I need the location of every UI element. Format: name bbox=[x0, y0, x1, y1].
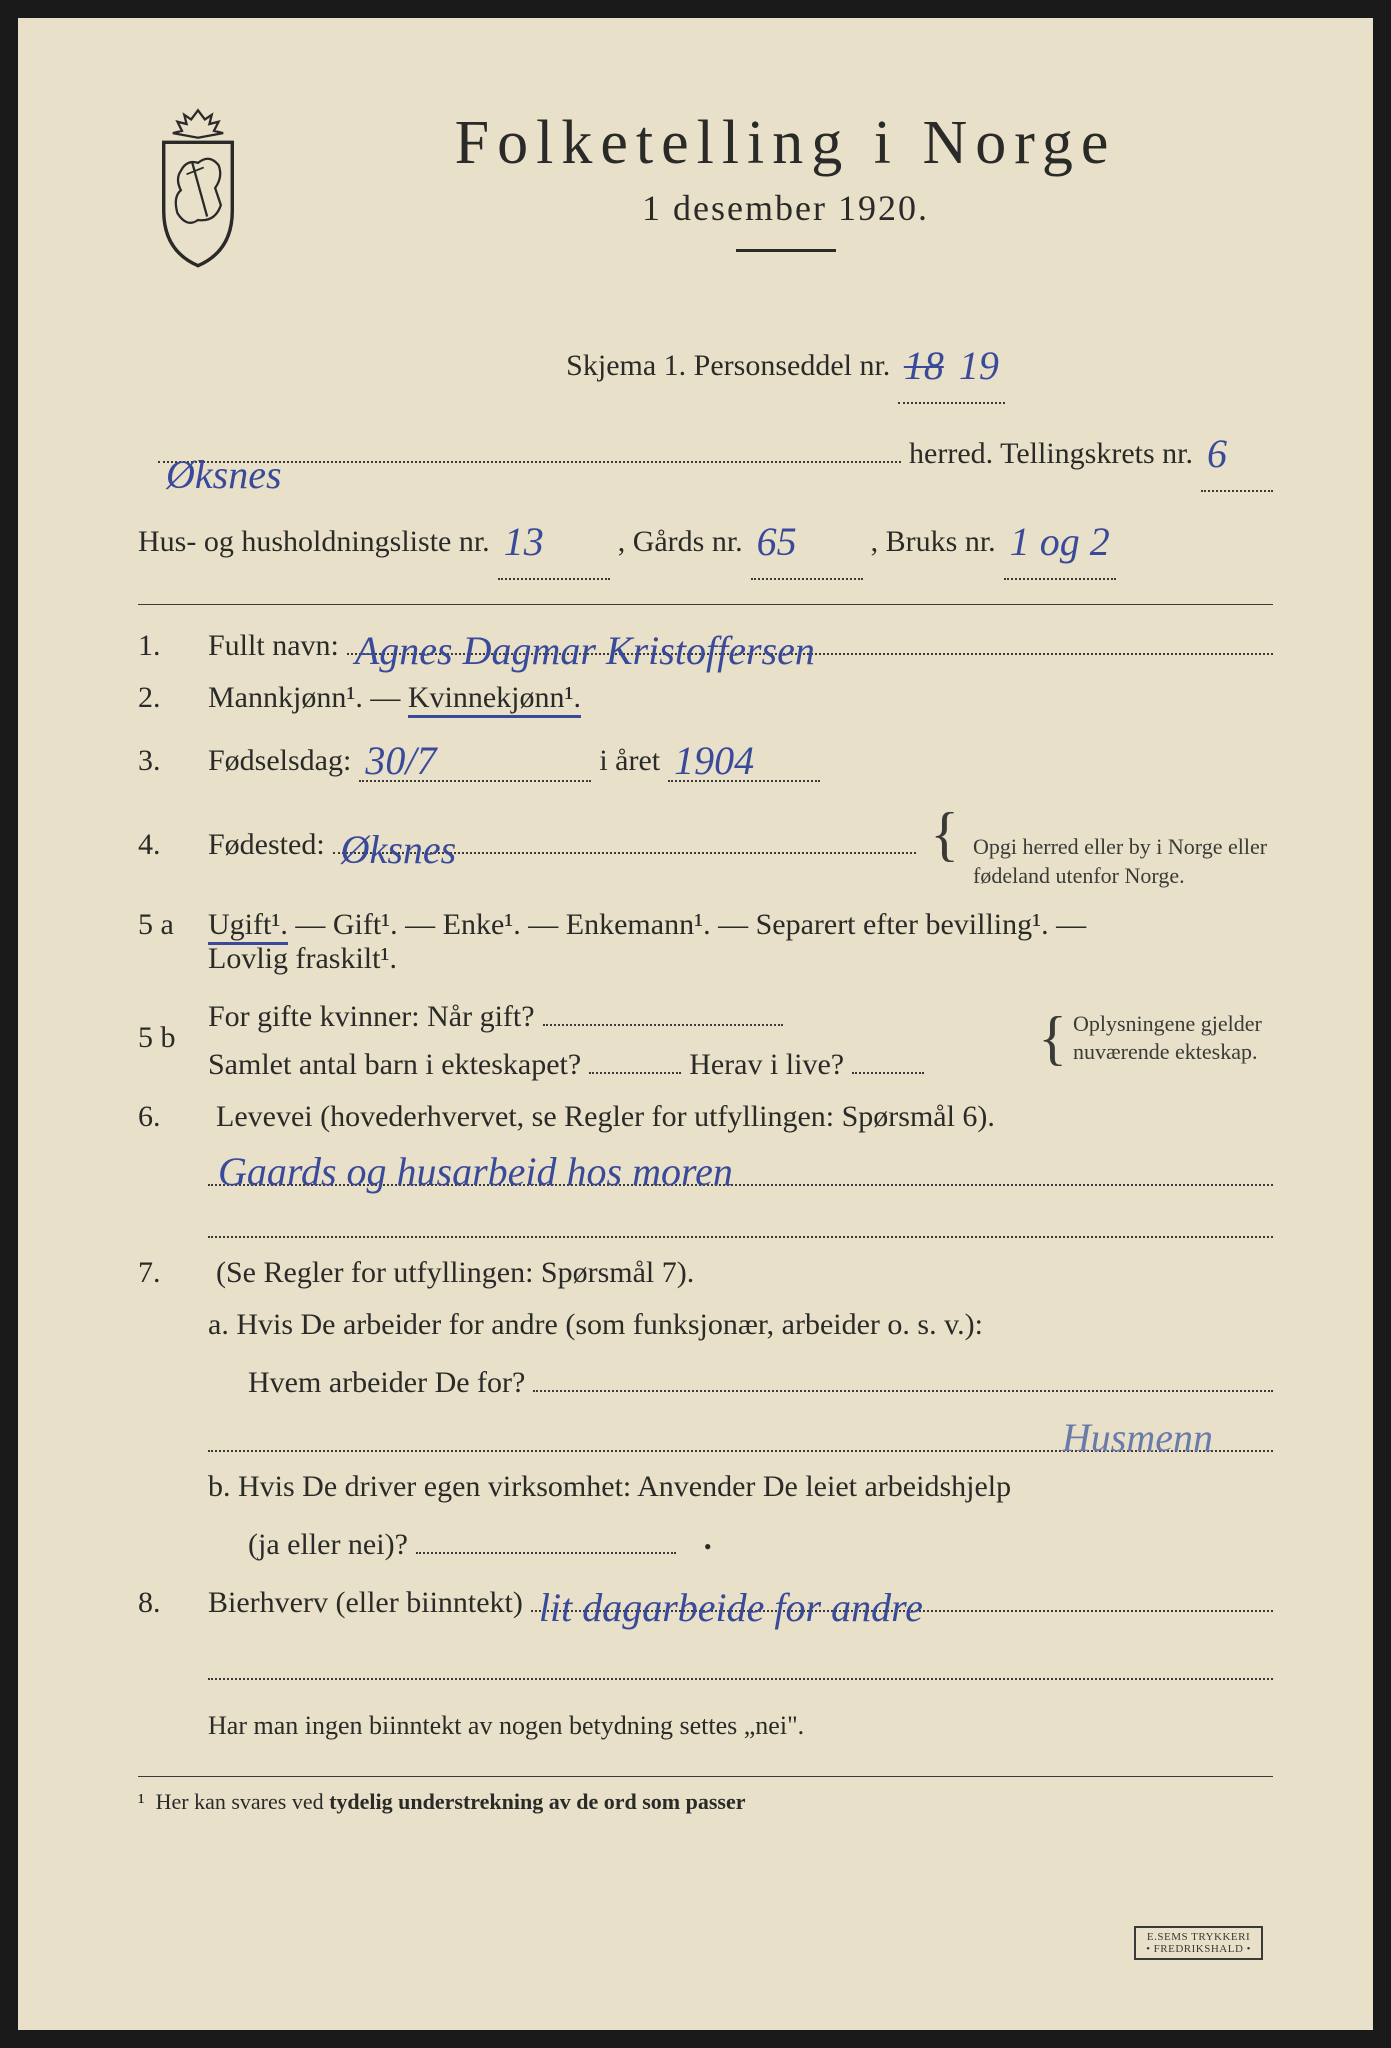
footnote-num: ¹ bbox=[138, 1789, 145, 1814]
q7-row: 7. (Se Regler for utfyllingen: Spørsmål … bbox=[138, 1256, 1273, 1562]
q5b-label-a: For gifte kvinner: Når gift? bbox=[208, 1000, 535, 1034]
hus-label: Hus- og husholdningsliste nr. bbox=[138, 512, 490, 572]
q6-row: 6. Levevei (hovederhvervet, se Regler fo… bbox=[138, 1100, 1273, 1238]
q7a-sub-label: Hvem arbeider De for? bbox=[248, 1366, 525, 1400]
q5a-ugift: Ugift¹. bbox=[208, 908, 288, 945]
coat-of-arms-icon bbox=[138, 108, 258, 268]
q7a-value: Husmenn bbox=[1062, 1414, 1213, 1456]
q7a-label: a. Hvis De arbeider for andre (som funks… bbox=[208, 1308, 983, 1341]
q3-day: 30/7 bbox=[365, 738, 436, 783]
q7b: b. Hvis De driver egen virksomhet: Anven… bbox=[208, 1470, 1273, 1504]
stamp-line2: • FREDRIKSHALD • bbox=[1146, 1943, 1251, 1955]
brace-icon-2: { bbox=[1038, 1004, 1067, 1073]
q5a-num: 5 a bbox=[138, 908, 208, 942]
q2-mann: Mannkjønn¹. — bbox=[208, 681, 400, 714]
footer-line: Har man ingen biinntekt av nogen betydni… bbox=[208, 1700, 1273, 1752]
personseddel-nr: 19 bbox=[959, 343, 999, 388]
q5b-num: 5 b bbox=[138, 1021, 208, 1055]
q8-value: lit dagarbeide for andre bbox=[539, 1584, 923, 1618]
personseddel-struck: 18 bbox=[904, 343, 944, 388]
q4-value: Øksnes bbox=[341, 826, 457, 860]
main-title: Folketelling i Norge bbox=[298, 108, 1273, 179]
brace-icon: { bbox=[930, 800, 959, 869]
q6-value: Gaards og husarbeid hos moren bbox=[218, 1148, 733, 1190]
q5b-row: 5 b For gifte kvinner: Når gift? Samlet … bbox=[138, 994, 1273, 1082]
q3-row: 3. Fødselsdag: 30/7 i året 1904 bbox=[138, 733, 1273, 782]
q4-side: Opgi herred eller by i Norge eller fødel… bbox=[973, 833, 1273, 890]
q2-row: 2. Mannkjønn¹. — Kvinnekjønn¹. bbox=[138, 681, 1273, 715]
footer-divider bbox=[138, 1776, 1273, 1777]
meta-section: Skjema 1. Personseddel nr. 18 19 Øksnes … bbox=[158, 322, 1273, 580]
title-block: Folketelling i Norge 1 desember 1920. bbox=[298, 98, 1273, 282]
q4-num: 4. bbox=[138, 828, 208, 862]
meta-row-1: Skjema 1. Personseddel nr. 18 19 bbox=[298, 322, 1273, 404]
q2-num: 2. bbox=[138, 681, 208, 715]
tellingskrets-nr: 6 bbox=[1207, 431, 1227, 476]
q5a-rest: — Gift¹. — Enke¹. — Enkemann¹. — Separer… bbox=[295, 908, 1086, 941]
q5a-fraskilt: Lovlig fraskilt¹. bbox=[208, 942, 397, 975]
q7a-line: Husmenn bbox=[208, 1410, 1273, 1452]
stamp-line1: E.SEMS TRYKKERI bbox=[1146, 1931, 1251, 1943]
meta-row-3: Hus- og husholdningsliste nr. 13 , Gårds… bbox=[138, 498, 1273, 580]
q1-label: Fullt navn: bbox=[208, 629, 339, 663]
q7b-label: b. Hvis De driver egen virksomhet: Anven… bbox=[208, 1470, 1011, 1503]
q1-value: Agnes Dagmar Kristoffersen bbox=[355, 627, 815, 661]
q8-label: Bierhverv (eller biinntekt) bbox=[208, 1586, 523, 1620]
bruks-label: , Bruks nr. bbox=[871, 512, 996, 572]
title-divider bbox=[736, 249, 836, 252]
q3-num: 3. bbox=[138, 744, 208, 778]
q7-num: 7. bbox=[138, 1256, 208, 1290]
q2-kvinne: Kvinnekjønn¹. bbox=[408, 681, 581, 718]
footnote-bold: tydelig understrekning av de ord som pas… bbox=[329, 1789, 745, 1814]
printer-stamp: E.SEMS TRYKKERI • FREDRIKSHALD • bbox=[1134, 1926, 1263, 1960]
q8-line2 bbox=[208, 1638, 1273, 1680]
q5b-label-b: Samlet antal barn i ekteskapet? bbox=[208, 1048, 581, 1082]
herred-label: herred. Tellingskrets nr. bbox=[909, 424, 1193, 484]
q7-label: (Se Regler for utfyllingen: Spørsmål 7). bbox=[216, 1256, 694, 1290]
q3-year-label: i året bbox=[599, 744, 660, 778]
q4-label: Fødested: bbox=[208, 828, 325, 862]
hus-nr: 13 bbox=[504, 519, 544, 564]
q8-row: 8. Bierhverv (eller biinntekt) lit dagar… bbox=[138, 1580, 1273, 1620]
q1-row: 1. Fullt navn: Agnes Dagmar Kristofferse… bbox=[138, 623, 1273, 663]
section-divider bbox=[138, 604, 1273, 605]
q5a-row: 5 a Ugift¹. — Gift¹. — Enke¹. — Enkemann… bbox=[138, 908, 1273, 976]
q7b-sub: (ja eller nei)? • bbox=[248, 1522, 1273, 1562]
q7b-sub-label: (ja eller nei)? bbox=[248, 1528, 408, 1562]
gards-label: , Gårds nr. bbox=[618, 512, 743, 572]
census-form-page: Folketelling i Norge 1 desember 1920. Sk… bbox=[0, 0, 1391, 2048]
header: Folketelling i Norge 1 desember 1920. bbox=[138, 98, 1273, 282]
dot-mark: • bbox=[704, 1534, 712, 1560]
q3-year: 1904 bbox=[674, 738, 754, 783]
q7a: a. Hvis De arbeider for andre (som funks… bbox=[208, 1308, 1273, 1342]
q3-label: Fødselsdag: bbox=[208, 744, 351, 778]
skjema-label: Skjema 1. Personseddel nr. bbox=[566, 349, 890, 382]
subtitle-date: 1 desember 1920. bbox=[298, 187, 1273, 229]
q6-label: Levevei (hovederhvervet, se Regler for u… bbox=[216, 1100, 995, 1134]
q6-num: 6. bbox=[138, 1100, 208, 1134]
bruks-nr: 1 og 2 bbox=[1010, 519, 1110, 564]
q6-line2 bbox=[208, 1196, 1273, 1238]
q1-num: 1. bbox=[138, 629, 208, 663]
footnote-text-a: Her kan svares ved bbox=[156, 1789, 330, 1814]
q4-row: 4. Fødested: Øksnes { Opgi herred eller … bbox=[138, 800, 1273, 890]
footnote: ¹ Her kan svares ved tydelig understrekn… bbox=[138, 1789, 1273, 1815]
gards-nr: 65 bbox=[757, 519, 797, 564]
herred-value: Øksnes bbox=[166, 435, 282, 469]
q5b-side: Oplysningene gjelder nuværende ekteskap. bbox=[1073, 1010, 1273, 1067]
meta-row-2: Øksnes herred. Tellingskrets nr. 6 bbox=[158, 410, 1273, 492]
q7a-sub: Hvem arbeider De for? bbox=[248, 1360, 1273, 1400]
q5b-label-c: Herav i live? bbox=[689, 1048, 844, 1082]
q6-line1: Gaards og husarbeid hos moren bbox=[208, 1144, 1273, 1186]
q8-num: 8. bbox=[138, 1586, 208, 1620]
